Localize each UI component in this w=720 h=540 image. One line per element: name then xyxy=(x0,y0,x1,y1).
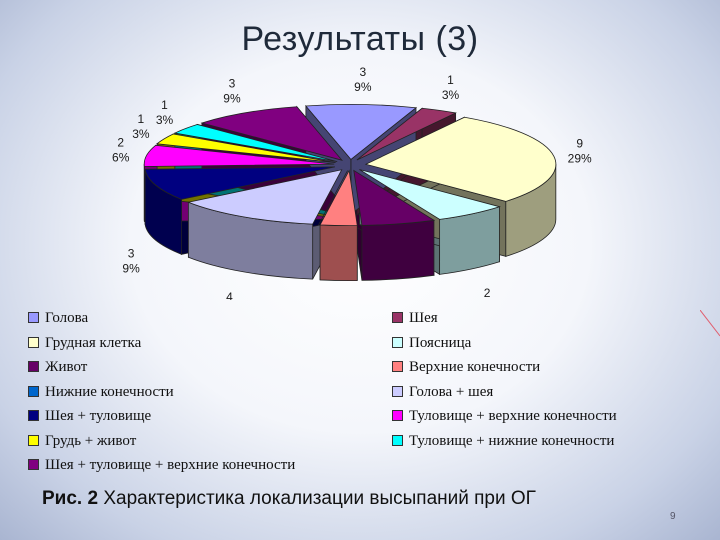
slice-value-label-9: 2 xyxy=(117,135,124,149)
chart-title: Результаты (3) xyxy=(241,20,479,58)
slice-value-label-1: 1 xyxy=(447,73,454,87)
slice-percent-label-1: 3% xyxy=(442,88,460,102)
legend-label-7: Голова + шея xyxy=(409,383,494,400)
slice-percent-label-0: 9% xyxy=(354,80,372,94)
legend-label-3: Поясница xyxy=(409,334,472,351)
legend-item-4: Живот xyxy=(28,357,87,377)
legend-label-1: Шея xyxy=(409,310,438,326)
slice-value-label-3: 2 xyxy=(484,286,491,300)
slice-percent-label-11: 3% xyxy=(156,113,174,127)
legend-item-9: Туловище + верхние конечности xyxy=(392,406,617,426)
legend-swatch-4 xyxy=(28,361,39,373)
pie-slice-3 xyxy=(359,169,501,220)
legend-item-10: Грудь + живот xyxy=(28,431,136,451)
legend-item-11: Туловище + нижние конечности xyxy=(392,431,614,451)
slice-value-label-8: 3 xyxy=(128,246,135,260)
pie-tops xyxy=(143,104,557,226)
pie-slice-8 xyxy=(144,166,335,200)
legend-swatch-0 xyxy=(28,312,39,324)
legend-label-2: Грудная клетка xyxy=(45,334,142,351)
pie-side-4-0 xyxy=(361,219,435,281)
legend-label-4: Живот xyxy=(45,359,88,375)
legend-label-9: Туловище + верхние конечности xyxy=(409,408,617,424)
legend-label-8: Шея + туловище xyxy=(45,408,152,424)
legend-label-6: Нижние конечности xyxy=(45,383,174,400)
legend-swatch-6 xyxy=(28,385,39,397)
legend-label-11: Туловище + нижние конечности xyxy=(409,432,615,449)
pie-slice-6 xyxy=(318,170,348,226)
legend-swatch-1 xyxy=(392,312,403,324)
legend-item-12: Шея + туловище + верхние конечности xyxy=(28,455,295,475)
decorative-line xyxy=(700,310,720,337)
legend-item-3: Поясница xyxy=(392,333,471,353)
legend-item-8: Шея + туловище xyxy=(28,406,151,426)
slice-percent-label-8: 9% xyxy=(122,261,140,275)
legend-swatch-2 xyxy=(28,336,39,348)
legend-swatch-8 xyxy=(28,410,39,422)
legend-swatch-7 xyxy=(392,385,403,397)
legend-item-0: Голова xyxy=(28,308,88,328)
pie-side-5-0 xyxy=(319,224,358,281)
slice-value-label-11: 1 xyxy=(161,98,168,112)
figure-caption: Рис. 2 Характеристика локализации высыпа… xyxy=(42,488,536,510)
slice-percent-label-2: 29% xyxy=(568,151,592,165)
pie-labels: 39%13%929%26%26%13%00%414%39%26%13%13%39… xyxy=(112,65,592,300)
slice-value-label-12: 3 xyxy=(229,77,236,91)
slice-percent-label-12: 9% xyxy=(223,92,241,106)
pie-slice-1 xyxy=(356,107,457,161)
legend-label-10: Грудь + живот xyxy=(45,432,137,449)
legend-swatch-3 xyxy=(392,336,403,348)
legend-item-2: Грудная клетка xyxy=(28,333,141,353)
slice-value-label-2: 9 xyxy=(576,136,583,150)
legend-item-6: Нижние конечности xyxy=(28,382,174,402)
pie-slice-11 xyxy=(173,124,338,163)
legend-swatch-5 xyxy=(392,361,403,373)
pie-slice-0 xyxy=(305,104,418,160)
pie-slice-12 xyxy=(200,106,343,161)
pie-slice-5 xyxy=(319,169,358,226)
legend-swatch-9 xyxy=(392,410,403,422)
legend-label-12: Шея + туловище + верхние конечности xyxy=(45,457,296,473)
slide-number: 9 xyxy=(670,511,676,522)
pie-slice-2 xyxy=(364,116,557,202)
legend-swatch-10 xyxy=(28,434,39,446)
pie-slice-4 xyxy=(353,169,436,226)
pie-chart: 39%13%929%26%26%13%00%414%39%26%13%13%39… xyxy=(112,65,592,300)
slice-percent-label-10: 3% xyxy=(132,127,150,141)
legend-label-0: Голова xyxy=(45,310,89,326)
slice-value-label-10: 1 xyxy=(138,112,145,126)
legend-swatch-11 xyxy=(392,434,403,446)
legend-item-5: Верхние конечности xyxy=(392,357,540,377)
slice-value-label-0: 3 xyxy=(359,65,366,79)
pie-slice-9 xyxy=(143,144,335,167)
slice-percent-label-9: 6% xyxy=(112,150,130,164)
slice-value-label-7: 4 xyxy=(226,290,233,300)
legend-item-7: Голова + шея xyxy=(392,382,493,402)
pie-slice-10 xyxy=(156,133,336,163)
caption-prefix: Рис. 2 xyxy=(42,488,99,509)
caption-text: Характеристика локализации высыпаний при… xyxy=(103,488,536,509)
legend-swatch-12 xyxy=(28,459,39,471)
legend-item-1: Шея xyxy=(392,308,438,328)
legend-label-5: Верхние конечности xyxy=(409,359,541,375)
pie-slice-7 xyxy=(186,169,343,225)
